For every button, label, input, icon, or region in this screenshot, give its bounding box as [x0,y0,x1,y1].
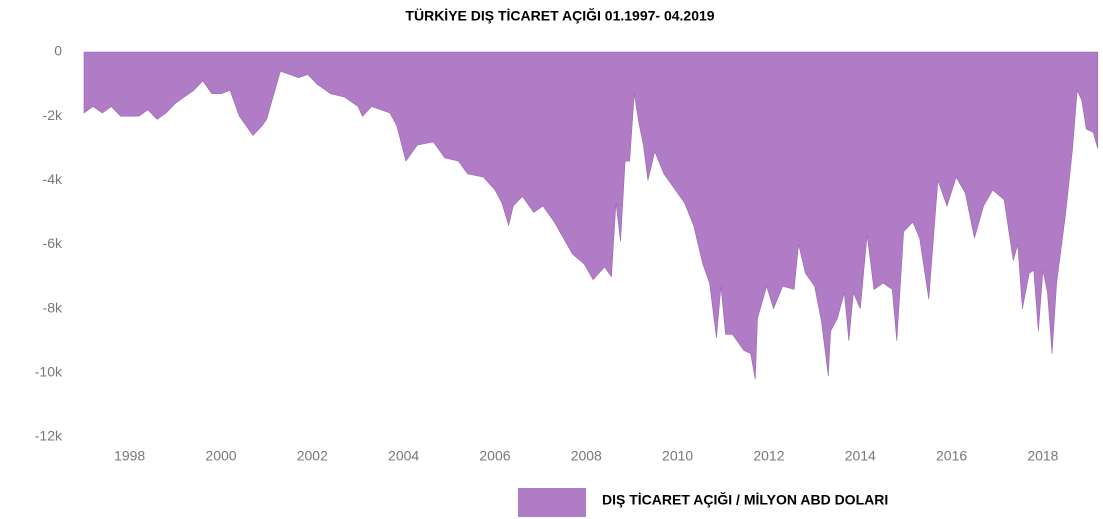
x-tick-label: 2010 [662,448,693,464]
x-tick-label: 2012 [753,448,784,464]
x-tick-label: 2006 [479,448,510,464]
x-tick-label: 2002 [297,448,328,464]
area [83,51,1099,380]
y-tick-label: 0 [54,43,62,59]
x-tick-label: 2016 [936,448,967,464]
y-tick-label: -2k [43,107,63,123]
x-tick-label: 2004 [388,448,419,464]
x-tick-label: 1998 [114,448,145,464]
legend-swatch [518,488,586,517]
chart-title: TÜRKİYE DIŞ TİCARET AÇIĞI 01.1997- 04.20… [405,7,714,24]
x-tick-label: 2018 [1027,448,1058,464]
x-tick-label: 2008 [571,448,602,464]
y-tick-label: -4k [43,171,63,187]
y-tick-label: -8k [43,299,63,315]
legend-label: DIŞ TİCARET AÇIĞI / MİLYON ABD DOLARI [602,491,888,508]
y-tick-label: -10k [35,364,63,380]
x-tick-label: 2014 [845,448,876,464]
y-tick-label: -6k [43,235,63,251]
x-tick-label: 2000 [205,448,236,464]
y-tick-label: -12k [35,428,63,444]
